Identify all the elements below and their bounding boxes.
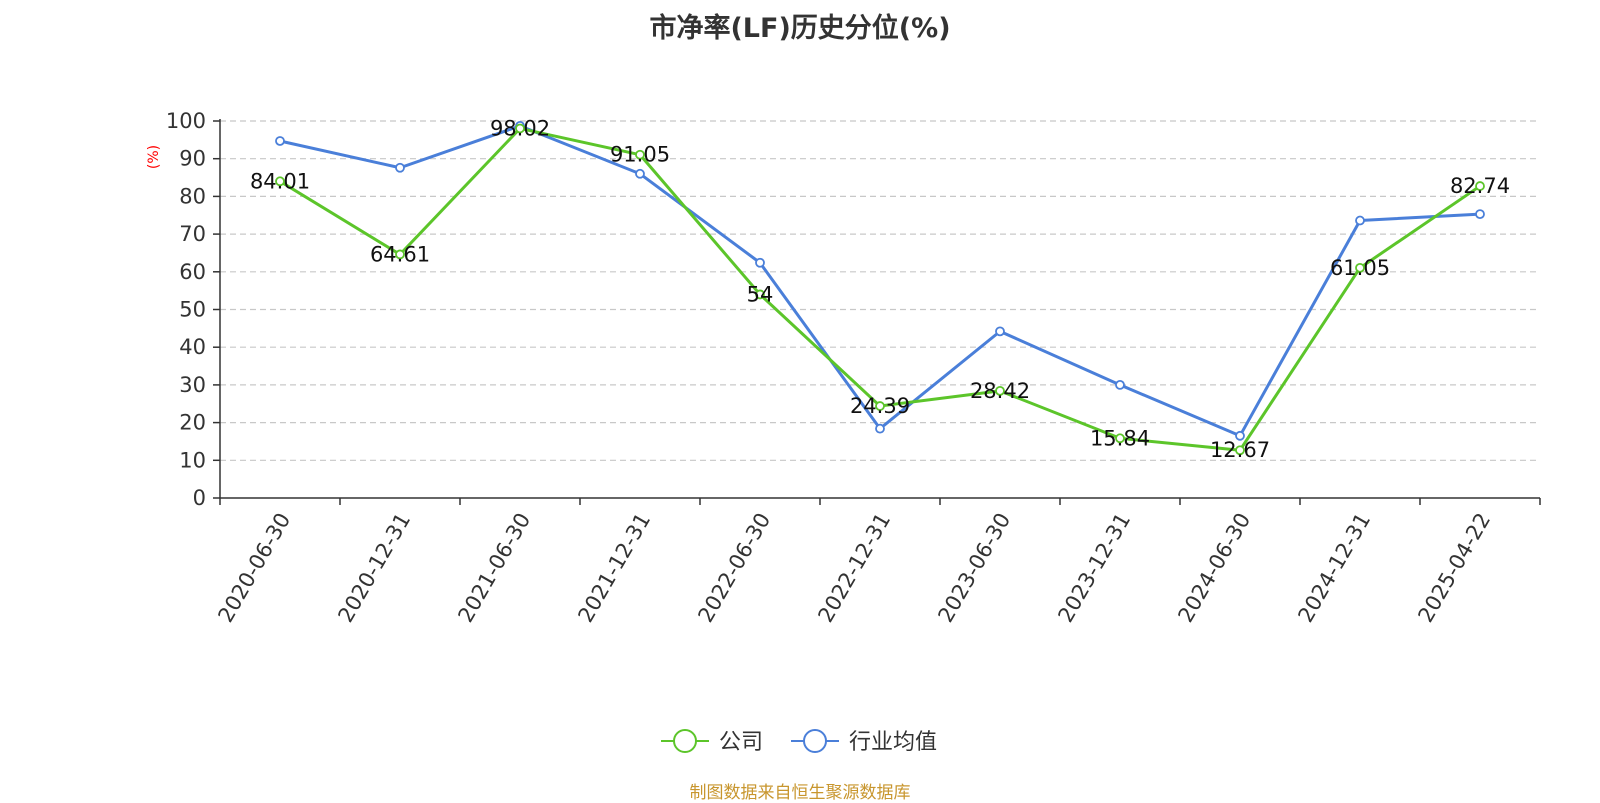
legend: 公司 行业均值 xyxy=(661,729,937,755)
source-note: 制图数据来自恒生聚源数据库 xyxy=(689,783,911,803)
data-point xyxy=(995,326,1005,337)
series-line-1 xyxy=(279,124,1481,438)
data-point xyxy=(1475,181,1485,191)
y-tick-label: 100 xyxy=(166,109,206,133)
data-label: 12.67 xyxy=(1210,438,1270,462)
x-tick-label: 2022-06-30 xyxy=(693,509,775,627)
data-point xyxy=(755,289,765,300)
data-point xyxy=(1235,430,1245,441)
x-tick-label: 2023-06-30 xyxy=(933,509,1015,627)
data-label: 28.42 xyxy=(970,379,1030,403)
x-tick-label: 2025-04-22 xyxy=(1413,509,1495,627)
y-tick-label: 60 xyxy=(179,260,206,284)
grid-lines xyxy=(220,120,1540,461)
x-tick-label: 2024-06-30 xyxy=(1173,509,1255,627)
data-point xyxy=(995,385,1005,396)
data-label: 91.05 xyxy=(610,143,670,167)
data-label: 82.74 xyxy=(1450,174,1510,198)
data-labels: 84.01 64.61 98.02 91.05 54 24.39 28.42 15.84 12.… xyxy=(250,116,1510,462)
data-point xyxy=(1115,379,1125,390)
data-point xyxy=(515,123,525,134)
data-point xyxy=(875,423,885,434)
data-point xyxy=(1355,215,1365,226)
x-tick-label: 2021-06-30 xyxy=(453,509,535,627)
y-tick-label: 0 xyxy=(193,486,206,510)
data-point xyxy=(275,176,285,187)
y-tick-label: 90 xyxy=(179,147,206,171)
data-point xyxy=(635,168,645,179)
data-label: 54 xyxy=(747,282,774,306)
data-point xyxy=(1115,433,1125,444)
data-point xyxy=(395,162,405,173)
y-tick-label: 20 xyxy=(179,411,206,435)
legend-label: 公司 xyxy=(719,730,763,755)
x-tick-label: 2021-12-31 xyxy=(573,509,655,627)
axes: 0 10 20 30 40 50 60 70 80 90 100 2020-06-30 2020-12-… xyxy=(166,109,1541,627)
data-point xyxy=(395,249,405,260)
data-label: 84.01 xyxy=(250,169,310,193)
x-tick-label: 2020-06-30 xyxy=(213,509,295,627)
x-tick-label: 2023-12-31 xyxy=(1053,509,1135,627)
x-tick-label: 2020-12-31 xyxy=(333,509,415,627)
data-point xyxy=(1235,445,1245,456)
data-label: 98.02 xyxy=(490,116,550,140)
y-tick-label: 30 xyxy=(179,373,206,397)
data-point xyxy=(275,136,285,146)
data-point xyxy=(635,149,645,160)
chart-title: 市净率(LF)历史分位(%) xyxy=(649,13,951,44)
y-tick-label: 50 xyxy=(179,298,206,322)
series-lines xyxy=(275,121,1485,456)
y-tick-label: 70 xyxy=(179,222,206,246)
legend-label: 行业均值 xyxy=(849,730,937,755)
y-tick-label: 10 xyxy=(179,448,206,472)
data-point xyxy=(1475,209,1485,220)
data-label: 61.05 xyxy=(1330,256,1390,280)
data-point xyxy=(755,257,765,268)
x-tick-label: 2022-12-31 xyxy=(813,509,895,627)
data-label: 24.39 xyxy=(850,394,910,418)
legend-marker xyxy=(803,729,827,753)
x-tick-label: 2024-12-31 xyxy=(1293,509,1375,627)
data-label: 15.84 xyxy=(1090,426,1150,450)
data-point xyxy=(875,401,885,411)
y-tick-label: 80 xyxy=(179,184,206,208)
legend-marker xyxy=(673,729,697,753)
y-tick-label: 40 xyxy=(179,335,206,359)
data-point xyxy=(1355,262,1365,273)
data-label: 64.61 xyxy=(370,242,430,266)
y-axis-label: (%) xyxy=(146,145,162,169)
